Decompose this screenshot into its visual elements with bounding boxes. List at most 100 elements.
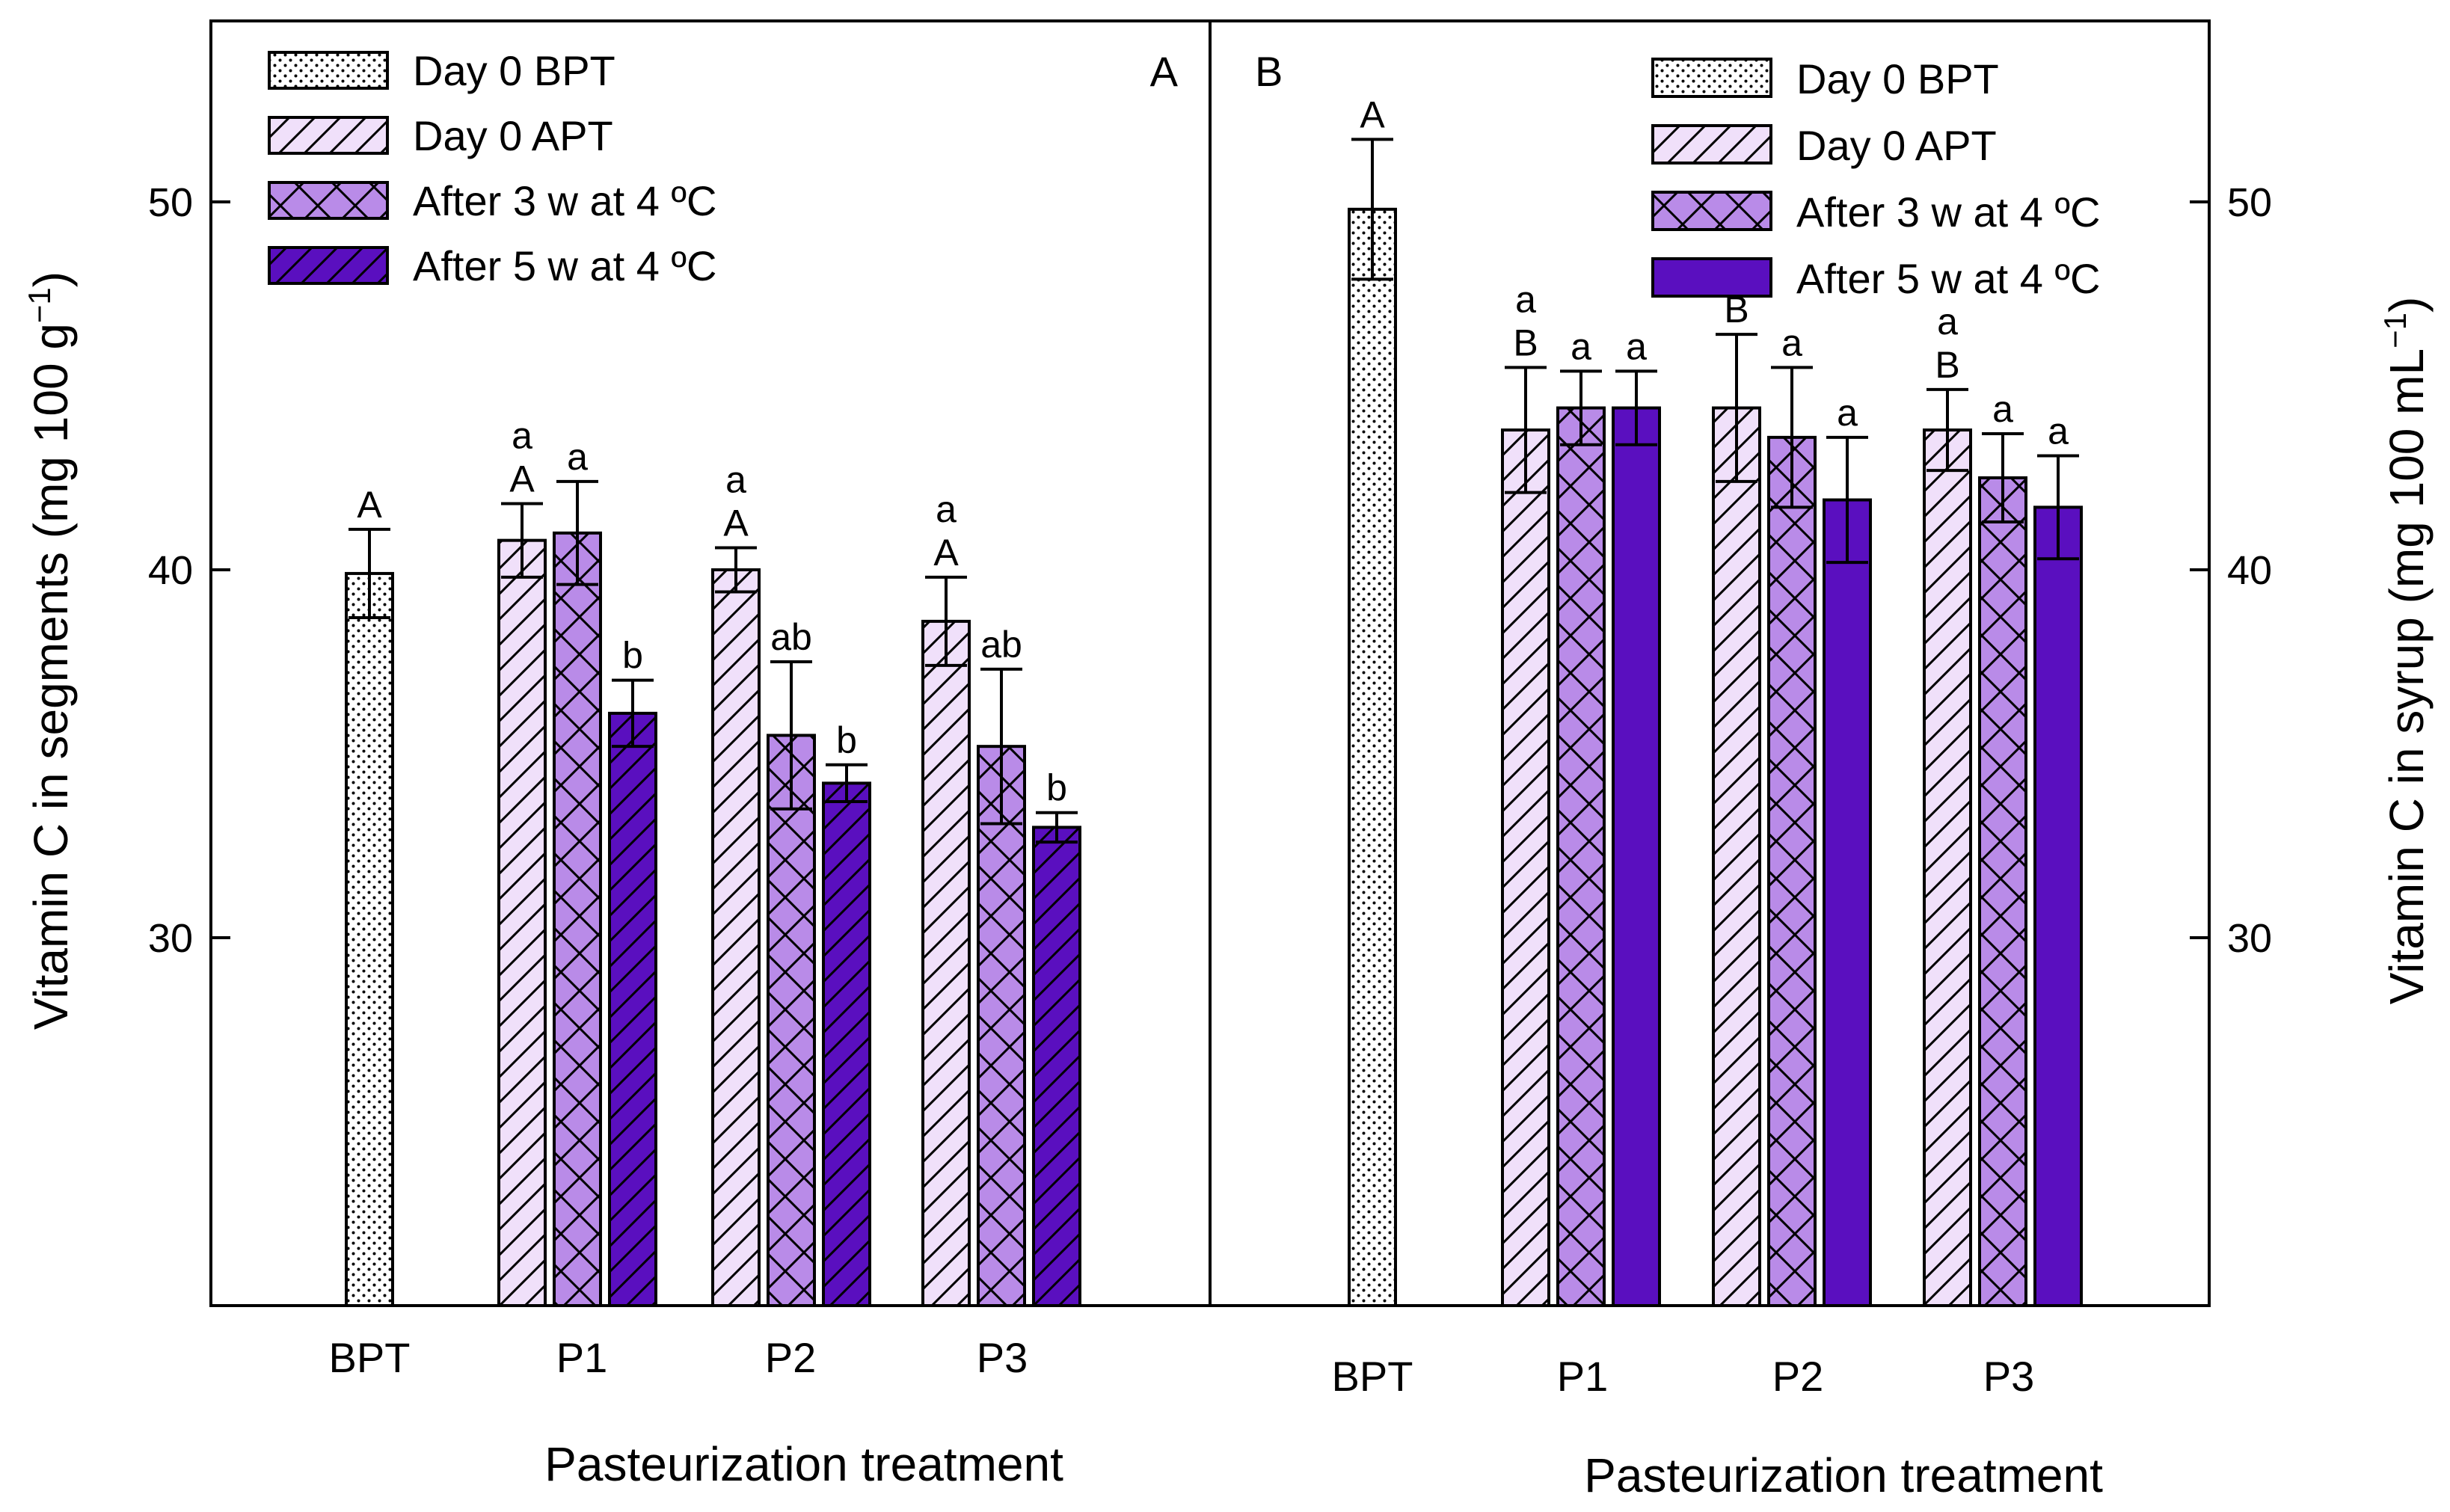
bar-p3-after-5-w-at-4-c-pattern <box>1034 827 1080 1306</box>
bar-p3-after-3-w-at-4-c-pattern <box>978 746 1025 1306</box>
legend-after-5-w-at-4-c-swatch-outline <box>1651 257 1772 298</box>
legend-day-0-apt-label: Day 0 APT <box>1796 122 1997 169</box>
x-tick-label-p1: P1 <box>556 1334 608 1381</box>
sig-letter-p3-after-3-w-at-4-c: ab <box>980 624 1022 666</box>
x-tick-label-p2: P2 <box>765 1334 817 1381</box>
x-tick-label-bpt: BPT <box>1332 1353 1413 1400</box>
sig-letter-p1-after-3-w-at-4-c: a <box>567 436 588 478</box>
bar-p1-after-5-w-at-4-c-pattern <box>610 713 656 1306</box>
sig-letter-p3-day-0-apt: a <box>1937 301 1958 342</box>
panel-b-legend: Day 0 BPT Day 0 APT After 3 w at 4 ºC After… <box>1651 55 2100 302</box>
sig-letter-p3-after-3-w-at-4-c: a <box>1992 388 2013 430</box>
bar-p3-day-0-apt-pattern <box>923 621 969 1306</box>
legend-after-3-w-at-4-c-label: After 3 w at 4 ºC <box>413 177 716 224</box>
panel-b-y-axis-title-close: ) <box>2380 297 2434 313</box>
sig-letter-p1-day-0-apt-lower: A <box>509 458 535 500</box>
sig-letter-p1-day-0-apt: a <box>512 414 532 456</box>
legend-after-5-w-at-4-c-label: After 5 w at 4 ºC <box>1796 255 2100 302</box>
sig-letter-p3-after-5-w-at-4-c: b <box>1046 767 1067 809</box>
panel-b-y-axis-title: Vitamin C in syrup (mg 100 mL−1) <box>2377 297 2434 1005</box>
sig-letter-p3-day-0-apt-lower: A <box>933 532 959 574</box>
legend-after-3-w-at-4-c-swatch-pattern <box>1653 192 1771 230</box>
panel-a-y-axis-title-main: Vitamin C in segments (mg 100 g <box>24 323 78 1030</box>
legend-after-5-w-at-4-c-swatch <box>1653 259 1771 296</box>
legend-day-0-bpt-swatch-outline <box>1651 58 1772 98</box>
bar-p2-after-3-w-at-4-c-pattern <box>768 735 814 1306</box>
bar-bpt-day-0-bpt-pattern <box>346 573 393 1306</box>
sig-letter-p2-day-0-apt-lower: A <box>723 502 749 544</box>
legend-after-5-w-at-4-c-label: After 5 w at 4 ºC <box>413 242 716 289</box>
bar-p2-after-3-w-at-4-c-pattern <box>1769 437 1815 1306</box>
sig-letter-p3-day-0-apt: a <box>936 488 957 530</box>
sig-letter-p2-after-5-w-at-4-c: a <box>1837 392 1858 434</box>
sig-letter-p1-after-3-w-at-4-c: a <box>1571 325 1591 367</box>
legend-after-3-w-at-4-c-swatch-pattern <box>269 182 387 218</box>
bar-p2-day-0-apt-pattern <box>713 570 759 1306</box>
bar-p2-after-5-w-at-4-c-pattern <box>823 783 870 1306</box>
sig-letter-p2-after-3-w-at-4-c: ab <box>770 616 812 658</box>
bar-p1-after-5-w-at-4-c <box>1613 408 1660 1306</box>
legend-day-0-apt-label: Day 0 APT <box>413 112 613 159</box>
x-tick-label-p3: P3 <box>1983 1353 2035 1400</box>
legend-day-0-apt-swatch-outline <box>268 116 389 155</box>
panel-b-bars: ABaaaBaaaBaaa <box>1348 93 2083 1308</box>
legend-after-3-w-at-4-c-swatch-outline <box>268 181 389 220</box>
bar-p2-after-5-w-at-4-c <box>1824 500 1870 1306</box>
panel-a-legend: Day 0 BPT Day 0 APT After 3 w at 4 ºC After… <box>268 47 716 289</box>
sig-letter-p1-after-5-w-at-4-c: a <box>1626 325 1647 367</box>
panel-b-y-axis-title-main: Vitamin C in syrup (mg 100 mL <box>2380 348 2434 1004</box>
sig-letter-p1-day-0-apt-lower: B <box>1513 322 1538 363</box>
legend-day-0-apt-swatch-pattern <box>1653 126 1771 163</box>
bar-p3-day-0-apt-pattern <box>1924 430 1971 1306</box>
legend-after-3-w-at-4-c-swatch-outline <box>1651 191 1772 231</box>
sig-letter-p1-day-0-apt: a <box>1515 278 1536 320</box>
sig-letter-p2-after-5-w-at-4-c: b <box>836 719 857 761</box>
bar-p1-after-3-w-at-4-c-pattern <box>554 532 601 1306</box>
bar-p1-day-0-apt-pattern <box>1502 430 1549 1306</box>
legend-after-5-w-at-4-c-swatch-outline <box>268 246 389 285</box>
panel-b-frame <box>1209 19 2211 1307</box>
y-tick-label-40: 40 <box>148 548 193 593</box>
legend-day-0-bpt-label: Day 0 BPT <box>413 47 615 94</box>
y-tick-label-40: 40 <box>2227 548 2272 593</box>
panel-b-x-axis-title: Pasteurization treatment <box>1584 1448 2103 1502</box>
bar-p1-after-3-w-at-4-c-pattern <box>1558 408 1604 1306</box>
sig-letter-p1-after-5-w-at-4-c: b <box>622 635 643 677</box>
sig-letter-p3-day-0-apt-lower: B <box>1935 344 1959 386</box>
bar-bpt-day-0-bpt-pattern <box>1349 209 1396 1306</box>
panel-a-x-axis-title: Pasteurization treatment <box>544 1437 1063 1491</box>
panel-b-label: B <box>1255 48 1283 95</box>
bar-p3-after-3-w-at-4-c-pattern <box>1980 478 2026 1306</box>
legend-after-5-w-at-4-c-swatch-pattern <box>269 248 387 283</box>
panel-b-y-axis-title-sup: −1 <box>2377 313 2413 348</box>
sig-letter-p2-day-0-apt: a <box>725 458 746 500</box>
bar-p1-day-0-apt-pattern <box>499 540 545 1306</box>
sig-letter-p2-after-3-w-at-4-c: a <box>1781 322 1802 363</box>
x-tick-label-p3: P3 <box>977 1334 1028 1381</box>
y-tick-label-50: 50 <box>148 180 193 225</box>
sig-letter-bpt-day-0-bpt: A <box>357 484 382 526</box>
x-tick-label-bpt: BPT <box>329 1334 411 1381</box>
panel-a-y-axis-title: Vitamin C in segments (mg 100 g−1) <box>22 271 79 1030</box>
y-tick-label-50: 50 <box>2227 180 2272 225</box>
legend-day-0-bpt-label: Day 0 BPT <box>1796 55 1999 102</box>
legend-day-0-apt-swatch-outline <box>1651 124 1772 165</box>
panel-b-x-ticks: BPT P1 P2 P3 <box>1332 1353 2035 1400</box>
panel-a-y-ticks: 30 40 50 <box>148 180 230 961</box>
bar-p3-after-5-w-at-4-c <box>2035 507 2081 1306</box>
panel-a-y-axis-title-sup: −1 <box>22 287 57 323</box>
panel-a-x-ticks: BPT P1 P2 P3 <box>329 1334 1028 1381</box>
sig-letter-p3-after-5-w-at-4-c: a <box>2048 410 2069 452</box>
sig-letter-bpt-day-0-bpt: A <box>1360 93 1385 135</box>
panel-a-y-axis-title-close: ) <box>24 271 78 287</box>
legend-after-3-w-at-4-c-label: After 3 w at 4 ºC <box>1796 188 2100 236</box>
legend-day-0-bpt-swatch-pattern <box>1653 59 1771 96</box>
x-tick-label-p2: P2 <box>1772 1353 1824 1400</box>
legend-day-0-bpt-swatch-outline <box>268 51 389 90</box>
x-tick-label-p1: P1 <box>1557 1353 1609 1400</box>
legend-day-0-apt-swatch-pattern <box>269 117 387 153</box>
